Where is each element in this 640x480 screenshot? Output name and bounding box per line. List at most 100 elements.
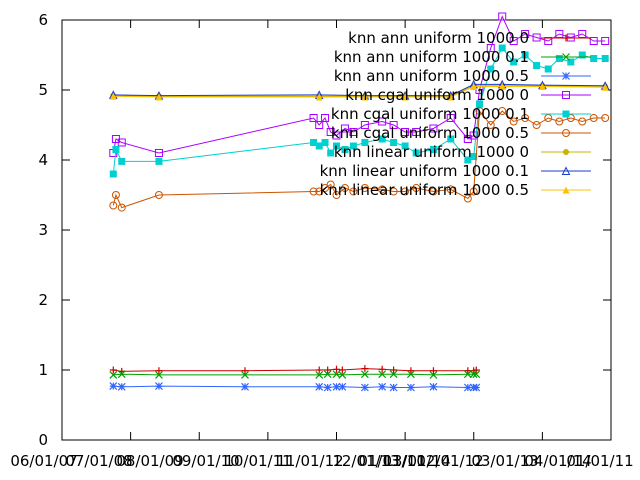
data-point [472,370,481,379]
data-point [544,65,552,73]
data-point [532,121,541,129]
data-point [340,184,349,192]
x-tick-label: 09/01/10 [172,452,239,470]
data-point [155,370,163,379]
legend-label: knn ann uniform 1000 0 [348,29,529,47]
data-point [154,191,163,199]
data-point [389,370,398,379]
legend-label: knn cgal uniform 1000 0.1 [331,105,529,123]
series-3 [109,382,481,392]
data-point [111,191,120,199]
data-point [117,203,126,212]
data-point [109,382,118,391]
data-point [109,92,117,100]
series-line [113,368,477,372]
data-point [340,124,349,133]
data-point [446,185,455,194]
data-point [446,114,455,122]
data-point [309,187,318,196]
data-point [472,383,481,392]
data-point [117,138,126,147]
data-point [406,370,415,379]
data-point [155,157,163,165]
data-point [309,114,318,122]
series-line [112,109,606,209]
data-point [360,184,369,192]
data-point [378,370,387,379]
data-point [429,370,438,379]
data-point [475,107,484,115]
data-point [412,149,420,157]
data-point [487,65,495,73]
data-point [332,191,341,199]
data-point [401,187,410,196]
y-tick-label: 0 [38,431,48,449]
x-tick-label: 03/01/13 [471,452,538,470]
data-point [521,51,529,59]
series-line [112,15,606,154]
data-point [509,37,518,45]
data-point [155,382,163,391]
data-point [429,124,438,133]
data-point [315,370,324,379]
x-tick-label: 10/01/11 [224,452,291,470]
legend-item: knn cgal uniform 1000 0.1 [331,105,591,123]
series-line [113,86,606,98]
x-tick-label: 04/01/14 [524,452,591,470]
legend-item: knn linear uniform 1000 0.1 [320,162,591,180]
legend-label: knn ann uniform 1000 0.5 [334,67,529,85]
data-point [315,93,323,101]
data-point [361,139,369,146]
data-point [498,107,507,115]
x-tick-label: 07/01/08 [65,452,132,470]
y-tick-label: 1 [38,361,48,379]
data-point [117,370,126,379]
data-point [486,121,495,129]
series-1 [109,365,480,375]
data-point [338,382,347,391]
series-2 [109,370,481,379]
data-point [486,44,495,52]
x-tick-label: 06/01/07 [10,452,77,470]
data-point [429,382,438,391]
data-point [578,117,587,126]
x-tick-label: 11/01/12 [276,452,343,470]
legend-swatch-marker [562,186,570,194]
data-point [378,365,386,373]
data-point [241,382,249,391]
data-point [333,365,340,373]
series-9 [109,83,609,101]
data-point [429,146,437,153]
data-point [470,153,478,160]
series-layer [108,12,610,392]
data-point [323,370,332,379]
data-point [412,184,421,192]
data-point [349,128,358,136]
data-point [241,367,249,375]
y-tick-label: 3 [38,221,48,239]
data-point [349,187,358,196]
data-point [578,51,586,59]
legend-label: knn cgal uniform 1000 0.5 [331,124,529,142]
data-point [510,58,518,66]
data-point [326,180,335,189]
x-tick-label: 01/01/11 [566,452,633,470]
x-tick-label: 12/01/13 [332,452,399,470]
legend-item: knn cgal uniform 1000 0.5 [331,124,591,142]
data-point [349,142,357,150]
data-point [117,382,126,391]
data-point [401,93,409,101]
tick-layer: 012345606/01/0707/01/0808/01/0909/01/101… [10,11,633,470]
data-point [601,37,610,45]
legend-label: knn linear uniform 1000 0.5 [320,181,529,199]
data-point [464,156,472,164]
legend-item: knn linear uniform 1000 0 [334,143,591,161]
x-tick-label: 13/01/14 [383,452,450,470]
data-point [463,383,472,392]
data-point [315,382,324,391]
data-point [463,194,472,203]
data-point [332,131,341,140]
legend-item: knn ann uniform 1000 0.1 [334,48,591,66]
